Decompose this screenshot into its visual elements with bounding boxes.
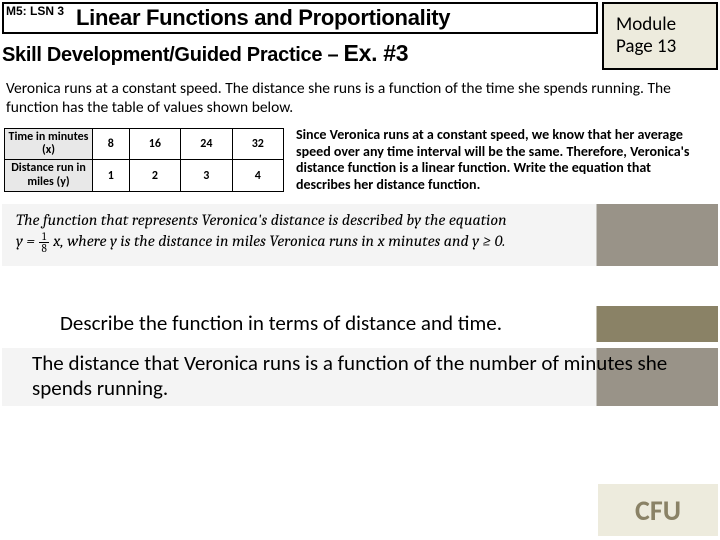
table-cell: 24 [181, 129, 232, 160]
skill-heading: Skill Development/Guided Practice – Ex. … [2, 40, 408, 67]
fraction-numerator: 1 [39, 231, 48, 243]
table-cell: 16 [129, 129, 180, 160]
describe-prompt: Describe the function in terms of distan… [2, 306, 718, 342]
table-cell: 3 [181, 160, 232, 191]
table-cell: 1 [93, 160, 130, 191]
values-table: Time in minutes (x) 8 16 24 32 Distance … [4, 128, 284, 192]
table-cell: 32 [232, 129, 283, 160]
fraction: 18 [39, 231, 48, 254]
row-header-distance: Distance run in miles (y) [5, 160, 93, 191]
table-cell: 8 [93, 129, 130, 160]
equation-formula: y = 18 x, where y is the distance in mil… [16, 231, 704, 254]
problem-statement: Veronica runs at a constant speed. The d… [6, 80, 706, 117]
fraction-denominator: 8 [39, 243, 48, 254]
module-label: Module [616, 14, 716, 36]
equation-rest: x, where y is the distance in miles Vero… [50, 232, 506, 250]
skill-prefix: Skill Development/Guided Practice – [2, 44, 344, 66]
title-bar: M5: LSN 3 Linear Functions and Proportio… [2, 2, 598, 34]
equation-y: y = [16, 232, 38, 250]
row-header-time: Time in minutes (x) [5, 129, 93, 160]
module-page: Page 13 [616, 36, 716, 58]
page-title: Linear Functions and Proportionality [76, 5, 450, 31]
module-page-box: Module Page 13 [602, 2, 718, 70]
lesson-tag: M5: LSN 3 [6, 4, 64, 18]
cfu-badge: CFU [598, 484, 718, 536]
example-number: Ex. #3 [344, 40, 409, 66]
table-cell: 4 [232, 160, 283, 191]
table-row: Distance run in miles (y) 1 2 3 4 [5, 160, 284, 191]
explanation-text: Since Veronica runs at a constant speed,… [296, 127, 708, 193]
equation-band: The function that represents Veronica's … [2, 204, 718, 266]
equation-intro: The function that represents Veronica's … [16, 210, 704, 231]
table-row: Time in minutes (x) 8 16 24 32 [5, 129, 284, 160]
table-cell: 2 [129, 160, 180, 191]
answer-text: The distance that Veronica runs is a fun… [2, 348, 718, 406]
